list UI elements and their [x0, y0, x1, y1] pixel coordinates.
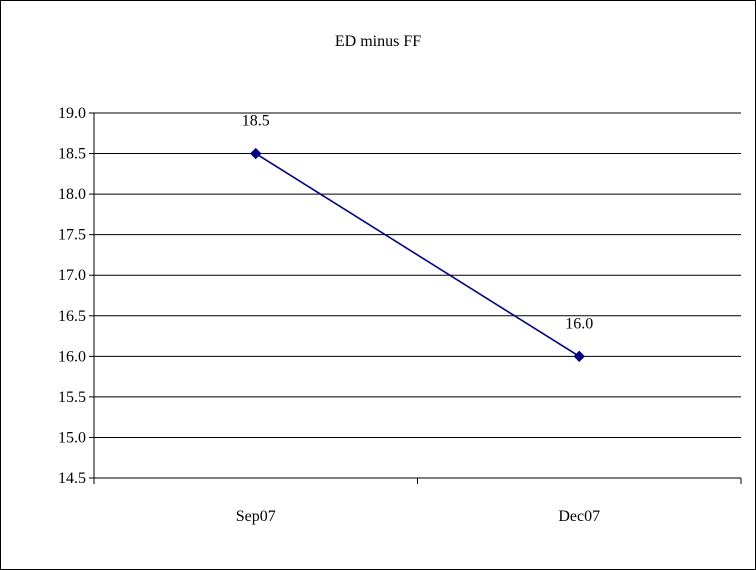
series-line — [255, 152, 580, 358]
gridlines — [94, 112, 741, 438]
y-tick-label: 18.5 — [58, 146, 86, 163]
y-tick-label: 18.0 — [58, 186, 86, 203]
y-tick-label: 19.0 — [58, 105, 86, 122]
y-tick-label: 16.0 — [58, 348, 86, 365]
data-label: 16.0 — [565, 315, 593, 332]
y-tick-label: 16.5 — [58, 308, 86, 325]
y-tick-labels: 19.0 18.5 18.0 17.5 17.0 16.5 16.0 15.5 15.0 14.5 — [58, 105, 86, 487]
y-tick-label: 17.5 — [58, 227, 86, 244]
y-tick-label: 15.5 — [58, 389, 86, 406]
data-point-marker — [250, 147, 262, 160]
x-tick-labels: Sep07 Dec07 — [236, 508, 600, 525]
series — [250, 147, 585, 363]
x-tick-label: Sep07 — [236, 508, 276, 525]
data-point-marker — [573, 350, 585, 363]
axes — [89, 112, 742, 484]
chart-title: ED minus FF — [334, 33, 422, 50]
data-label: 18.5 — [242, 113, 270, 130]
y-tick-label: 15.0 — [58, 429, 86, 446]
data-labels: 18.5 16.0 — [242, 113, 594, 333]
x-tick-label: Dec07 — [558, 508, 600, 525]
y-tick-label: 14.5 — [58, 470, 86, 487]
y-tick-label: 17.0 — [58, 267, 86, 284]
